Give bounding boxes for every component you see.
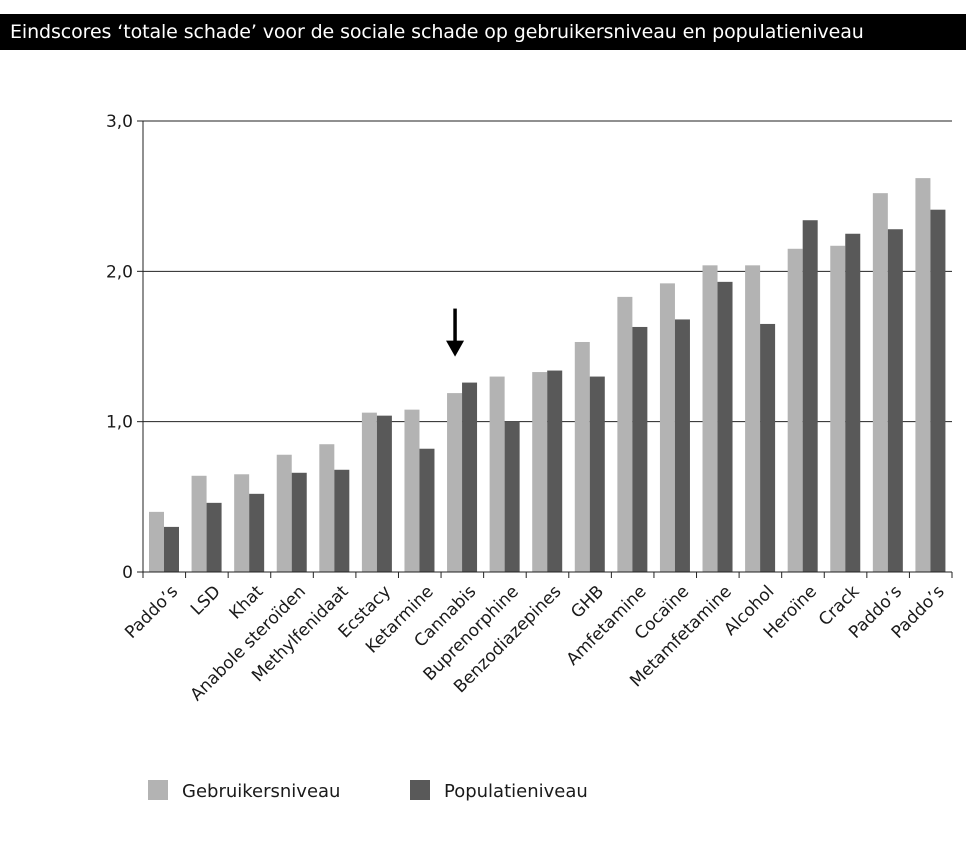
bar-populatieniveau	[674, 319, 690, 572]
bar-populatieniveau	[249, 493, 265, 572]
bar-gebruikersniveau	[532, 372, 548, 572]
y-tick-labels: 0 1,0 2,0 3,0	[106, 112, 133, 583]
x-category-label: LSD	[187, 582, 225, 620]
bar-gebruikersniveau	[915, 178, 931, 573]
bar-populatieniveau	[419, 448, 435, 572]
y-tick-label: 2,0	[106, 262, 133, 282]
bar-gebruikersniveau	[830, 245, 846, 572]
bar-gebruikersniveau	[872, 193, 888, 572]
bar-populatieniveau	[334, 469, 350, 572]
y-tick-label: 1,0	[106, 413, 133, 433]
y-tick-label: 0	[122, 563, 133, 583]
bar-gebruikersniveau	[574, 341, 590, 572]
bar-populatieniveau	[589, 376, 605, 572]
bar-populatieniveau	[845, 233, 861, 572]
bar-populatieniveau	[376, 415, 392, 572]
x-category-label: Paddo’s	[121, 582, 182, 643]
bars	[149, 178, 946, 573]
bar-gebruikersniveau	[489, 376, 505, 572]
legend-label: Populatieniveau	[444, 781, 588, 802]
annotations	[446, 308, 465, 357]
bar-populatieniveau	[887, 229, 903, 573]
bar-populatieniveau	[632, 326, 648, 572]
bar-gebruikersniveau	[659, 283, 675, 572]
bar-gebruikersniveau	[149, 511, 164, 572]
bar-populatieniveau	[504, 421, 520, 572]
legend-label: Gebruikersniveau	[182, 781, 340, 802]
bar-gebruikersniveau	[404, 409, 420, 572]
bar-populatieniveau	[547, 370, 563, 572]
bar-gebruikersniveau	[191, 475, 207, 572]
bar-gebruikersniveau	[745, 265, 761, 572]
bar-populatieniveau	[206, 502, 222, 572]
bar-populatieniveau	[802, 220, 818, 572]
bar-gebruikersniveau	[319, 444, 335, 572]
bar-gebruikersniveau	[234, 474, 250, 572]
bar-populatieniveau	[164, 526, 179, 572]
legend-swatch	[148, 780, 168, 800]
bar-populatieniveau	[760, 323, 776, 572]
bar-populatieniveau	[930, 209, 946, 573]
bar-populatieniveau	[462, 382, 478, 572]
legend: Gebruikersniveau Populatieniveau	[148, 780, 588, 802]
chart-title: Eindscores ‘totale schade’ voor de socia…	[0, 14, 966, 50]
bar-gebruikersniveau	[702, 265, 718, 572]
bar-gebruikersniveau	[447, 393, 463, 572]
y-tick-label: 3,0	[106, 112, 133, 132]
bar-gebruikersniveau	[787, 248, 803, 573]
legend-swatch	[410, 780, 430, 800]
bar-gebruikersniveau	[361, 412, 377, 572]
arrow-annotation-head	[446, 340, 465, 357]
bar-gebruikersniveau	[276, 454, 292, 572]
bar-gebruikersniveau	[617, 296, 633, 572]
bar-populatieniveau	[717, 281, 733, 572]
bar-populatieniveau	[291, 472, 307, 572]
axes	[137, 120, 953, 578]
